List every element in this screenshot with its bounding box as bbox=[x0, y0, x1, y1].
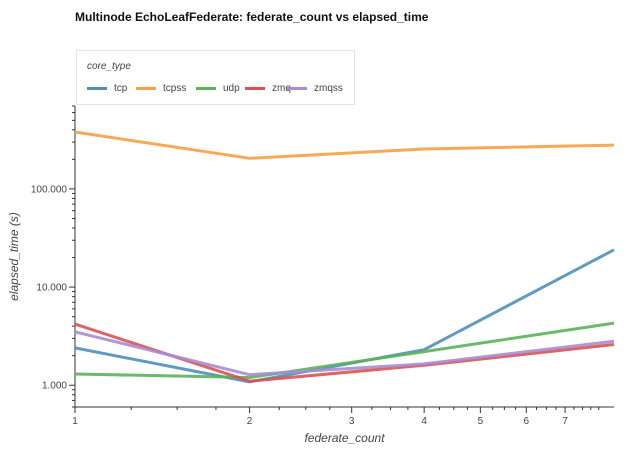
legend-label: udp bbox=[223, 82, 240, 94]
legend-label: zmqss bbox=[314, 82, 343, 94]
legend-item-udp[interactable]: udp bbox=[196, 82, 240, 94]
series-layer bbox=[74, 130, 615, 384]
x-tick-label: 6 bbox=[523, 416, 529, 427]
legend-swatch bbox=[287, 86, 307, 90]
x-tick-label: 7 bbox=[562, 416, 568, 427]
series-line-udp bbox=[74, 321, 615, 379]
legend-item-zmq[interactable]: zmq bbox=[245, 82, 291, 94]
axes: 1.000 10.000 100.000 1 2 3 4 5 6 7 federate_count e… bbox=[7, 105, 614, 445]
x-tick-label: 3 bbox=[349, 416, 355, 427]
y-tick-label: 1.000 bbox=[42, 381, 67, 392]
legend-title: core_type bbox=[87, 61, 131, 72]
legend-label: tcp bbox=[114, 82, 128, 94]
chart-title: Multinode EchoLeafFederate: federate_cou… bbox=[75, 10, 429, 24]
y-tick-label: 100.000 bbox=[31, 184, 68, 195]
x-tick-label: 2 bbox=[247, 416, 253, 427]
legend-item-zmqss[interactable]: zmqss bbox=[287, 82, 343, 94]
x-tick-label: 5 bbox=[478, 416, 484, 427]
series-line-zmqss bbox=[74, 330, 615, 377]
legend-swatch bbox=[196, 86, 216, 90]
series-line-tcpss bbox=[74, 130, 615, 160]
x-tick-label: 1 bbox=[72, 416, 78, 427]
legend[interactable]: core_type tcp tcpss udp zmq zmqss bbox=[76, 50, 355, 105]
legend-label: zmq bbox=[272, 82, 291, 94]
legend-item-tcp[interactable]: tcp bbox=[87, 82, 127, 94]
legend-item-tcpss[interactable]: tcpss bbox=[136, 82, 186, 94]
legend-swatch bbox=[87, 86, 107, 90]
y-tick-label: 10.000 bbox=[36, 283, 67, 294]
x-tick-label: 4 bbox=[421, 416, 427, 427]
legend-swatch bbox=[245, 86, 265, 90]
x-axis-label: federate_count bbox=[304, 431, 385, 445]
legend-label: tcpss bbox=[163, 82, 187, 94]
y-axis-label: elapsed_time (s) bbox=[7, 212, 21, 301]
legend-swatch bbox=[136, 86, 156, 90]
